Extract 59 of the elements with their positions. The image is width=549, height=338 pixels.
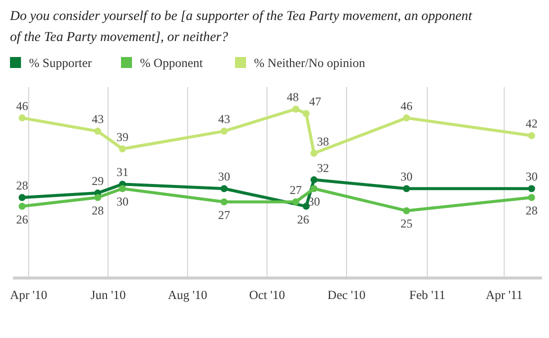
data-label: 42 — [526, 116, 538, 131]
data-label: 28 — [16, 178, 28, 192]
data-label: 30 — [526, 170, 538, 184]
data-label: 31 — [116, 165, 128, 180]
point — [292, 106, 300, 113]
point — [118, 145, 126, 152]
point — [302, 110, 310, 118]
data-label: 46 — [16, 98, 28, 113]
x-tick-label: Apr '11 — [486, 288, 523, 302]
data-label: 28 — [92, 203, 104, 218]
point — [118, 185, 126, 192]
data-label: 30 — [116, 194, 128, 209]
data-label: 30 — [308, 194, 320, 209]
point — [220, 185, 228, 192]
point — [310, 150, 318, 157]
point — [310, 185, 318, 192]
data-label: 29 — [92, 174, 104, 188]
x-tick-label: Oct '10 — [249, 288, 286, 302]
point — [18, 202, 26, 210]
data-label: 38 — [316, 134, 329, 148]
point — [18, 114, 26, 122]
data-label: 27 — [290, 182, 302, 197]
point — [402, 114, 410, 122]
data-label: 46 — [400, 98, 412, 113]
data-label: 27 — [218, 208, 230, 222]
point — [528, 132, 536, 140]
data-label: 32 — [316, 160, 329, 175]
legend-label: % Supporter — [29, 56, 93, 70]
legend-label: % Opponent — [140, 56, 204, 70]
point — [94, 128, 102, 135]
data-label: 25 — [400, 216, 412, 231]
data-label: 26 — [297, 212, 310, 226]
point — [528, 194, 536, 201]
data-label: 47 — [309, 94, 322, 109]
point — [18, 194, 26, 201]
point — [220, 198, 228, 206]
point — [402, 207, 410, 214]
point — [302, 202, 310, 210]
x-tick-label: Apr '10 — [10, 288, 48, 302]
data-label: 39 — [116, 130, 128, 144]
x-tick-label: Feb '11 — [409, 288, 446, 302]
point — [220, 128, 228, 135]
data-label: 48 — [286, 90, 299, 104]
point — [94, 194, 102, 201]
data-label: 28 — [526, 203, 538, 218]
point — [310, 176, 318, 184]
data-label: 30 — [400, 170, 412, 184]
x-tick-label: Dec '10 — [328, 288, 366, 302]
data-label: 43 — [92, 112, 104, 126]
chart-title: Do you consider yourself to be [a supporter of the Tea Party movement, an opponent of the Tea Party movement], or neither? — [9, 8, 474, 44]
data-label: 30 — [218, 170, 230, 184]
x-tick-label: Jun '10 — [90, 288, 126, 302]
x-tick-label: Aug '10 — [168, 288, 208, 302]
legend-label: % Neither/No opinion — [254, 56, 366, 70]
point — [528, 185, 536, 192]
point — [402, 185, 410, 192]
data-label: 43 — [218, 112, 230, 126]
data-label: 26 — [16, 212, 28, 226]
point — [292, 198, 300, 206]
